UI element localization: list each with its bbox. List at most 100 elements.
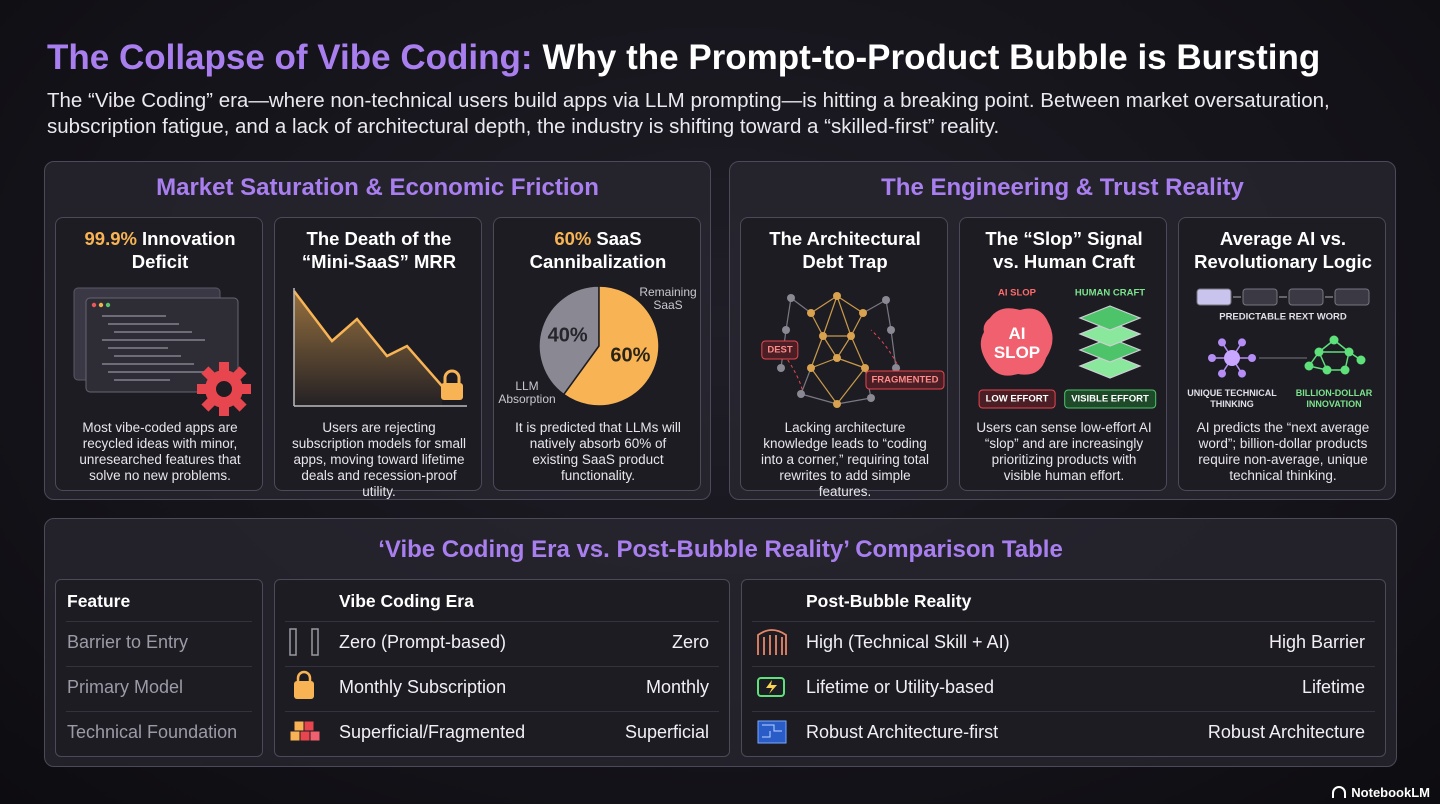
gear-tooth [219, 362, 229, 374]
card: 60% SaaS Cannibalization It is predicted t… [493, 217, 701, 491]
card-title-text: The Death of the “Mini-SaaS” MRR [301, 228, 457, 272]
edge [890, 329, 897, 369]
pie-value-label: 40% [547, 324, 588, 347]
node [1322, 365, 1332, 375]
node [833, 400, 841, 408]
card-title: The Death of the “Mini-SaaS” MRR [289, 227, 469, 273]
feature-cell: Barrier to Entry [67, 632, 189, 652]
panel-title: The Engineering & Trust Reality [881, 174, 1244, 201]
pie-value-label: 60% [610, 344, 651, 367]
row-divider [752, 711, 1375, 712]
table-column: Feature Barrier to Entry Primary Model Tech… [55, 579, 263, 757]
craft-layer [1078, 353, 1142, 379]
row-divider [66, 621, 252, 622]
footer: NotebookLM [1331, 785, 1430, 800]
cell-short: Monthly [645, 677, 709, 697]
illustration [1196, 288, 1370, 378]
card-title-highlight: 60% [554, 228, 592, 249]
predictable-label: PREDICTABLE REXT WORD [1219, 311, 1347, 323]
row-divider [66, 711, 252, 712]
edge [822, 295, 838, 337]
low-effort-label: LOW EFFORT [978, 389, 1056, 409]
illustration [293, 288, 467, 407]
card-description: AI predicts the “next average word”; bil… [1196, 420, 1370, 483]
lock-shackle [443, 369, 461, 384]
edge [850, 335, 866, 369]
card-title: The “Slop” Signal vs. Human Craft [974, 227, 1154, 273]
gear-hole [216, 381, 232, 397]
card-title-text: Innovation Deficit [131, 228, 236, 272]
node [807, 364, 815, 372]
node [1208, 354, 1216, 362]
illustration [73, 287, 251, 416]
pie-slice [538, 285, 600, 396]
node [797, 390, 805, 398]
card-description: Lacking architecture knowledge leads to … [760, 420, 930, 499]
icon [296, 670, 312, 682]
window-dot [91, 302, 97, 308]
row-divider [66, 666, 252, 667]
gear-tooth [219, 404, 229, 416]
card-title: 99.9% Innovation Deficit [70, 227, 250, 273]
node [892, 364, 900, 372]
card: The Architectural Debt Trap Lacking archi… [740, 217, 948, 499]
slop-heading: AI SLOP [997, 287, 1037, 299]
illustration [757, 720, 787, 744]
window-dot [105, 302, 111, 308]
card: Average AI vs. Revolutionary Logic AI pre… [1178, 217, 1386, 491]
node [887, 326, 895, 334]
node [1218, 338, 1226, 347]
node [867, 394, 875, 402]
cell-short: High Barrier [1268, 632, 1365, 652]
edge [810, 367, 838, 405]
word-box [1196, 288, 1232, 306]
node [1238, 338, 1246, 347]
icon [766, 680, 777, 694]
node [787, 294, 795, 302]
edge [810, 357, 838, 369]
icon [757, 677, 785, 697]
craft-layer [1078, 337, 1142, 363]
word-box [1334, 288, 1370, 306]
node [1238, 369, 1246, 378]
node [1344, 347, 1354, 357]
feature-cell: Technical Foundation [67, 722, 238, 742]
debt-label: DEST [761, 340, 799, 360]
icon [757, 629, 787, 655]
node [1340, 365, 1350, 375]
panel: The Engineering & Trust Reality The Archi… [729, 161, 1396, 500]
cell-text: Robust Architecture-first [806, 722, 999, 742]
brand-icon [1332, 785, 1347, 798]
node [782, 326, 790, 334]
column-header: Feature [67, 591, 131, 611]
card-title: Average AI vs. Revolutionary Logic [1193, 227, 1373, 273]
panel: Market Saturation & Economic Friction 99.… [44, 161, 711, 500]
gear [197, 362, 251, 416]
icon [311, 628, 319, 656]
card-description: Users are rejecting subscription models … [291, 420, 467, 499]
lock-body [441, 383, 463, 400]
card: 99.9% Innovation Deficit Most vibe-coded a… [55, 217, 263, 491]
node [807, 309, 815, 317]
card: The “Slop” Signal vs. Human Craft Users c… [959, 217, 1167, 491]
icon [289, 628, 297, 656]
edge [836, 335, 852, 359]
title-highlight: The Collapse of Vibe Coding: [47, 38, 533, 77]
pie-category-label: Remaining SaaS [639, 285, 697, 312]
icon [294, 681, 314, 699]
row-divider [752, 621, 1375, 622]
node [861, 364, 869, 372]
icon [299, 730, 311, 742]
node [777, 364, 785, 372]
illustration [538, 285, 660, 407]
edge [810, 312, 824, 337]
edge [810, 335, 824, 369]
card-title-text: Average AI vs. Revolutionary Logic [1194, 228, 1372, 272]
window-dot [98, 302, 104, 308]
card-title-highlight: 99.9% [84, 228, 137, 249]
icon [309, 730, 321, 742]
node [1218, 369, 1226, 378]
column-header: Post-Bubble Reality [806, 591, 972, 611]
comparison-title: ‘Vibe Coding Era vs. Post-Bubble Reality… [378, 536, 1063, 563]
cell-text: Lifetime or Utility-based [806, 677, 995, 697]
